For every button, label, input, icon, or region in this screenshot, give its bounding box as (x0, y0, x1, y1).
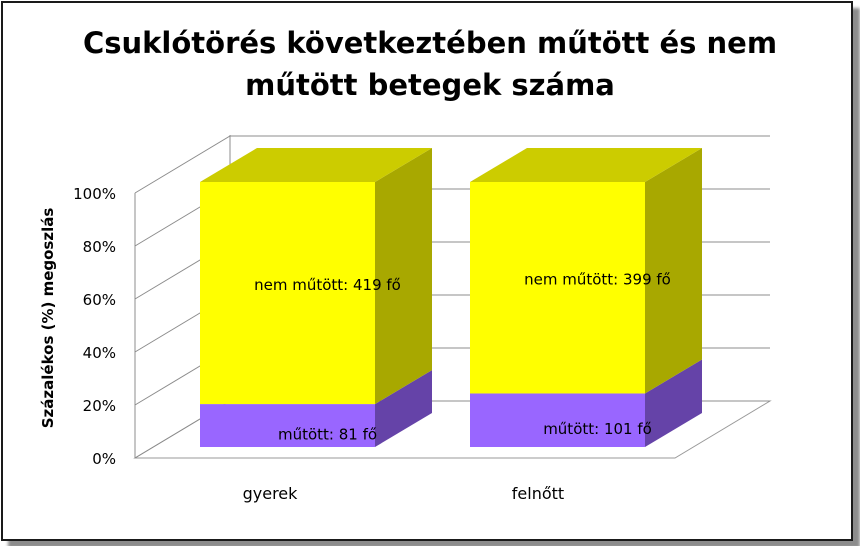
y-tick-label: 20% (83, 397, 116, 415)
x-tick-label: gyerek (243, 484, 299, 503)
bar-segment-side (645, 359, 702, 447)
bar-segment-front (200, 182, 375, 405)
chart-title-line-1: Csuklótörés következtében műtött és nem (82, 26, 778, 60)
bar-segment-side (375, 370, 432, 447)
bar-segment-front (470, 393, 645, 447)
bar-segment-top (200, 148, 432, 182)
data-label: nem műtött: 419 fő (254, 276, 401, 294)
y-tick-label: 60% (83, 291, 116, 309)
bar-segment-top (470, 148, 702, 182)
bar-segment-front (470, 182, 645, 394)
data-label: műtött: 81 fő (278, 426, 377, 444)
chart-title: Csuklótörés következtében műtött és nem … (0, 22, 860, 106)
y-tick-label: 100% (73, 185, 116, 203)
x-tick-label: felnőtt (512, 484, 564, 503)
y-axis-title: Százalékos (%) megoszlás (39, 208, 57, 429)
y-tick-label: 0% (92, 450, 116, 468)
y-tick-label: 80% (83, 238, 116, 256)
bar-segment-side (375, 148, 432, 405)
data-label: nem műtött: 399 fő (524, 271, 671, 289)
bar-segment-side (645, 148, 702, 394)
chart-title-line-2: műtött betegek száma (245, 68, 615, 102)
y-tick-label: 40% (83, 344, 116, 362)
data-label: műtött: 101 fő (543, 420, 652, 438)
bar-segment-front (200, 404, 375, 447)
